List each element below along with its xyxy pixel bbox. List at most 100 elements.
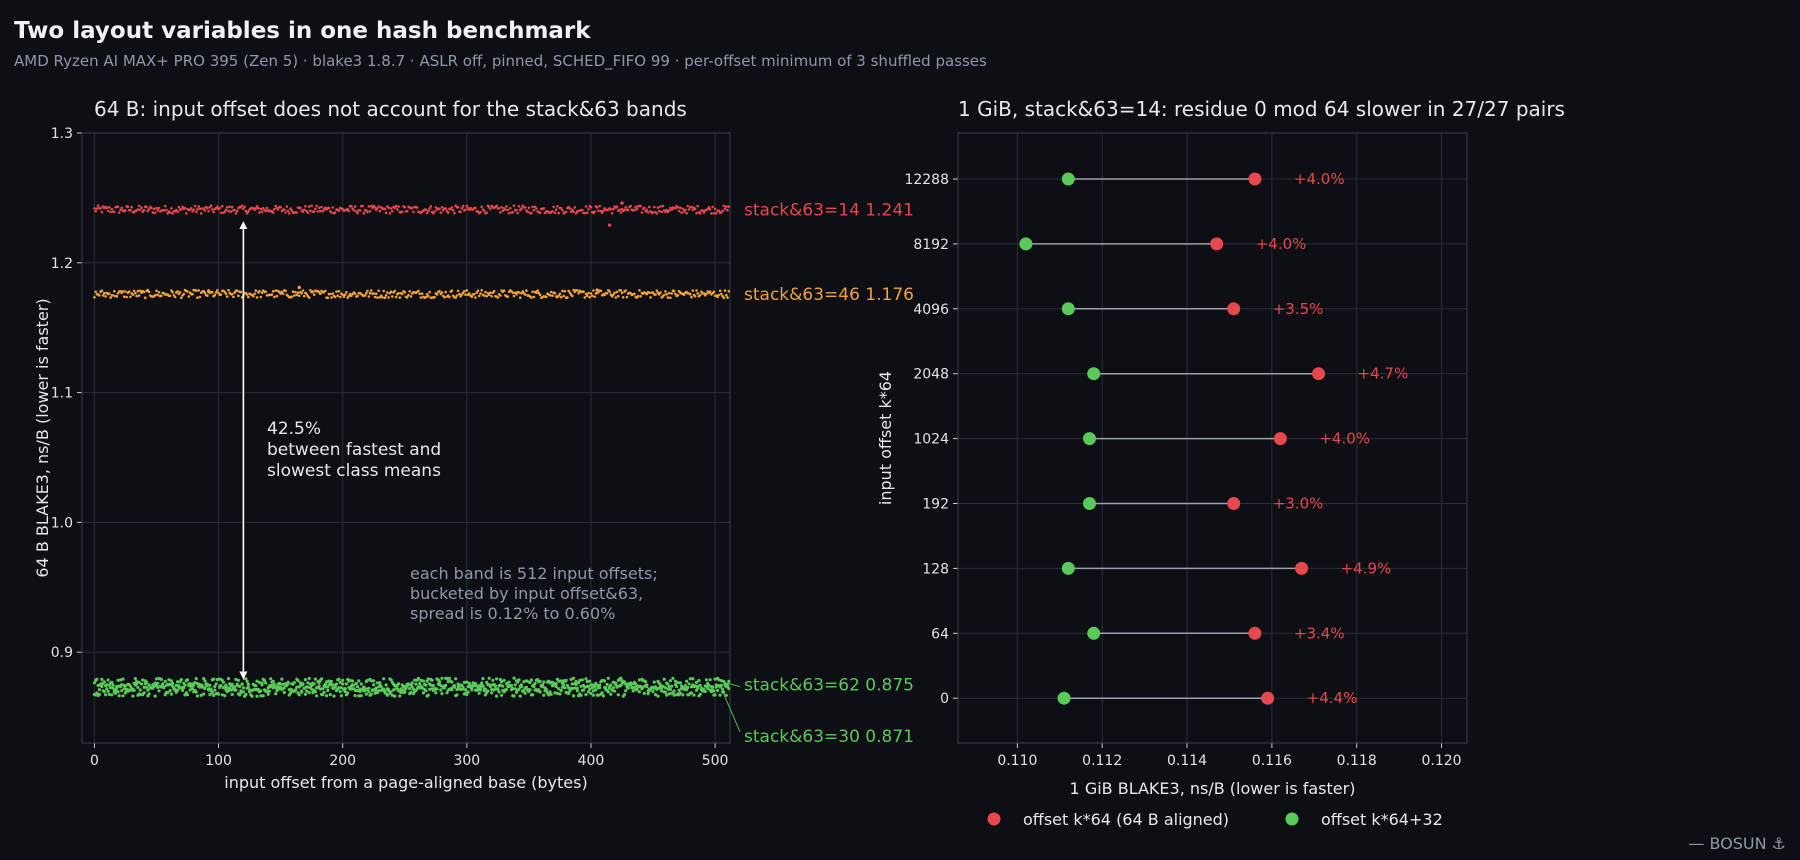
data-point [367, 690, 371, 694]
data-point [437, 680, 442, 684]
data-point [226, 677, 231, 681]
data-point [531, 290, 534, 294]
data-point [301, 682, 305, 686]
data-point [121, 677, 125, 681]
data-point [348, 678, 352, 682]
data-point [188, 682, 192, 686]
data-point [565, 683, 570, 688]
data-point [489, 207, 492, 211]
plot-frame [957, 132, 1468, 744]
data-point [212, 693, 216, 698]
data-point [113, 691, 118, 695]
data-point [403, 290, 407, 294]
data-point [465, 289, 469, 292]
data-point [485, 680, 489, 685]
data-point [714, 683, 718, 687]
data-point [369, 692, 373, 696]
data-point [444, 290, 448, 294]
data-point [370, 688, 375, 692]
data-point [485, 211, 489, 214]
data-point [689, 691, 694, 695]
data-point [351, 679, 355, 683]
data-point [120, 206, 123, 210]
data-point [685, 688, 689, 692]
data-point [280, 687, 284, 692]
data-point [121, 694, 125, 698]
data-point [151, 211, 155, 214]
data-point [110, 680, 114, 685]
data-point [250, 694, 254, 698]
data-point [712, 689, 716, 693]
data-point [691, 289, 695, 292]
data-point [326, 296, 330, 300]
data-point [564, 210, 568, 214]
data-point [659, 205, 662, 208]
data-point [693, 207, 697, 211]
data-point [584, 205, 588, 208]
data-point [609, 692, 613, 696]
data-point [326, 688, 330, 693]
data-point [254, 289, 258, 292]
data-point [156, 293, 159, 297]
data-point [159, 685, 163, 689]
data-point [241, 690, 245, 694]
data-point [366, 210, 369, 214]
data-point [156, 681, 160, 686]
delta-label: +4.0% [1294, 170, 1345, 188]
outlier-point [607, 223, 612, 227]
data-point [511, 211, 515, 214]
data-point [363, 294, 367, 297]
data-point [225, 295, 229, 298]
data-point [455, 294, 459, 297]
data-point [372, 292, 376, 295]
data-point [595, 206, 599, 209]
data-point [227, 209, 230, 213]
data-point [217, 677, 221, 681]
x-axis-label: 1 GiB BLAKE3, ns/B (lower is faster) [1070, 779, 1356, 798]
data-point [515, 293, 518, 296]
data-point [358, 689, 362, 694]
data-point [142, 208, 146, 212]
data-point [712, 212, 716, 215]
data-point [180, 296, 183, 300]
data-point [556, 205, 559, 208]
data-point [682, 293, 686, 297]
data-point [555, 691, 560, 696]
data-point [596, 693, 601, 697]
data-point [428, 207, 431, 210]
data-point [522, 688, 526, 692]
data-point [440, 676, 444, 680]
data-point [570, 682, 574, 686]
data-point [304, 205, 307, 208]
data-point [643, 206, 646, 210]
data-point [366, 289, 369, 293]
data-point [620, 682, 624, 686]
data-point [516, 211, 519, 215]
data-point [330, 211, 333, 214]
data-point [553, 291, 557, 295]
data-point [509, 688, 514, 692]
data-point [717, 678, 721, 682]
data-point [382, 677, 386, 681]
data-point [389, 290, 393, 294]
band-stack-63-30 [92, 681, 731, 698]
data-point [140, 206, 143, 209]
data-point [425, 211, 429, 215]
data-point [391, 209, 394, 213]
y-axis-label: input offset k*64 [876, 371, 895, 505]
y-tick-label: 0.9 [51, 645, 73, 661]
data-point [280, 677, 284, 681]
data-point [440, 692, 444, 696]
data-point [258, 289, 261, 293]
band-label: stack&63=62 0.875 [744, 676, 914, 696]
data-point [372, 683, 376, 687]
data-point [444, 683, 448, 687]
data-point [104, 295, 107, 298]
data-point [558, 292, 562, 296]
data-point [517, 205, 521, 208]
data-point [587, 208, 590, 211]
data-point [598, 204, 601, 208]
data-point [663, 690, 668, 695]
data-point [176, 290, 179, 293]
data-point [230, 292, 234, 296]
